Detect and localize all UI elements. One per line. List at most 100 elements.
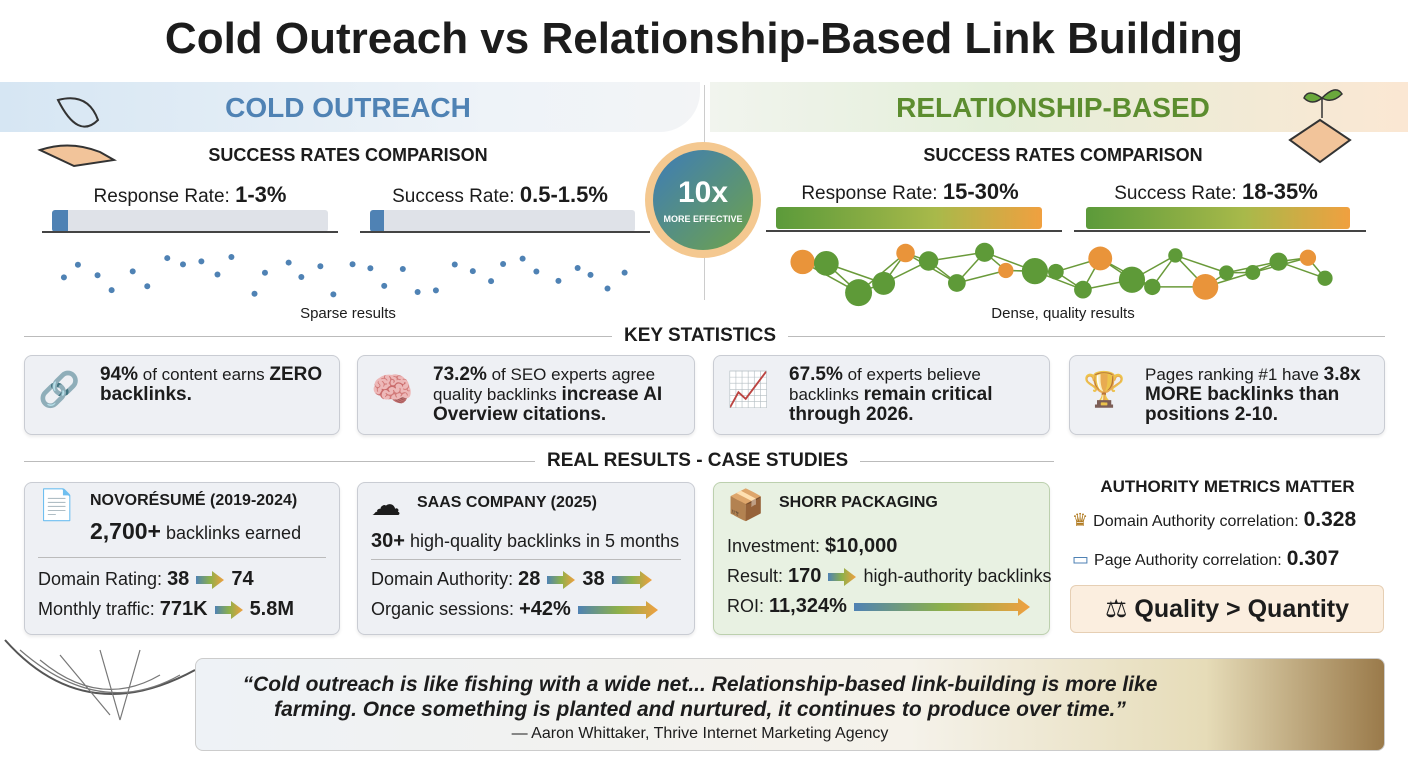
dot (500, 260, 507, 267)
node (1118, 266, 1146, 293)
text-segment: Domain Rating: (38, 569, 168, 589)
authority-value: 0.307 (1286, 547, 1340, 570)
node (998, 262, 1014, 279)
text-segment: Investment: (727, 536, 826, 556)
text-segment: 170 (788, 565, 822, 587)
dot (519, 255, 526, 262)
link (1175, 254, 1227, 274)
arrow (214, 601, 243, 620)
text-segment: +42% (519, 598, 571, 620)
dot (451, 261, 458, 268)
dot (214, 271, 221, 278)
stat-text: 94% of content earns ZERO backlinks. (100, 365, 330, 405)
panel-subheading: SUCCESS RATES COMPARISON (208, 145, 488, 165)
arrow (828, 568, 857, 587)
arrow (577, 601, 658, 620)
quote-box (195, 658, 1385, 751)
sparse-dots (60, 254, 628, 298)
case-line: Organic sessions: +42% (371, 598, 660, 621)
dot (349, 261, 356, 268)
node (1269, 252, 1288, 271)
rate: Response Rate: 15-30% (760, 179, 1060, 205)
authority-item: ▭ Page Authority correlation: 0.307 (1072, 547, 1340, 570)
case-title: NOVORÉSUMÉ (2019-2024) (90, 492, 298, 509)
text-segment: Pages ranking #1 have (1145, 365, 1324, 384)
dot (555, 277, 562, 284)
text-segment: 38 (167, 568, 190, 590)
rate-value: 0.5-1.5% (519, 182, 608, 207)
arrow (611, 571, 652, 590)
text-segment: 2,700+ (90, 518, 161, 544)
case-line: Investment: $10,000 (727, 535, 897, 558)
rate-bar (776, 207, 1042, 229)
sprout-icon (1303, 89, 1343, 118)
node (790, 249, 815, 275)
dot (604, 285, 611, 292)
text-segment: 67.5% (789, 364, 843, 385)
dot (198, 258, 205, 265)
text-segment: 771K (159, 598, 208, 620)
text-segment: of experts believe backlinks (789, 365, 981, 404)
dot (367, 265, 374, 272)
node (1245, 265, 1261, 280)
rate-label: Success Rate: (392, 186, 515, 207)
rate-bar (52, 210, 328, 232)
arrow-shape (547, 571, 576, 590)
dot (414, 289, 421, 296)
case-line: Result: 170 high-authority backlinks (727, 565, 1052, 588)
dot (533, 268, 540, 275)
section-heading: REAL RESULTS - CASE STUDIES (535, 450, 861, 472)
dot (94, 272, 101, 279)
rate: Success Rate: 0.5-1.5% (350, 182, 650, 208)
rule (42, 231, 338, 233)
text-segment: 94% (100, 364, 139, 385)
text-segment: high-authority backlinks (863, 566, 1052, 586)
text-segment: than positions 2-10. (1145, 384, 1340, 425)
text-segment: 73.2% (433, 364, 487, 385)
rule (1074, 230, 1366, 232)
dot (587, 271, 594, 278)
rate-label: Response Rate: (801, 183, 938, 204)
arrow (547, 571, 576, 590)
text-segment: of content earns (138, 365, 270, 384)
text-segment: 38 (582, 568, 605, 590)
arrow-shape (196, 571, 225, 590)
rate: Success Rate: 18-35% (1066, 179, 1366, 205)
dot (285, 259, 292, 266)
text-segment: 30+ (371, 530, 405, 552)
node (1088, 246, 1113, 271)
arrow-shape (577, 601, 658, 620)
stat-icon: 📈 (727, 371, 770, 409)
authority-value: 0.328 (1303, 508, 1357, 531)
rate-value: 18-35% (1241, 179, 1318, 204)
node (1299, 249, 1317, 266)
node (1047, 263, 1064, 280)
node (813, 250, 839, 276)
case-line: 2,700+ backlinks earned (90, 518, 301, 545)
handshake-icon (1288, 118, 1352, 164)
arrow-shape (611, 571, 652, 590)
dot (179, 261, 186, 268)
node (1168, 248, 1183, 263)
node (1219, 265, 1234, 281)
case-line: ROI: 11,324% (727, 595, 1032, 618)
authority-item: ♛ Domain Authority correlation: 0.328 (1072, 508, 1357, 531)
dot (488, 278, 495, 285)
authority-label: Page Authority correlation: (1094, 552, 1282, 569)
dot (261, 269, 268, 276)
rule (360, 231, 650, 233)
dot (317, 263, 324, 270)
separator (371, 559, 681, 560)
rate-bar (370, 210, 635, 232)
caption: Sparse results (300, 305, 396, 322)
dot (399, 266, 406, 273)
stat-text: Pages ranking #1 have 3.8x MORE backlink… (1145, 365, 1375, 425)
rule (766, 230, 1062, 232)
dot (621, 269, 628, 276)
node (845, 279, 873, 307)
arrow (853, 598, 1030, 617)
text-segment: increase AI Overview citations. (433, 384, 663, 425)
caption: Dense, quality results (991, 305, 1135, 322)
stat-card (357, 355, 695, 435)
